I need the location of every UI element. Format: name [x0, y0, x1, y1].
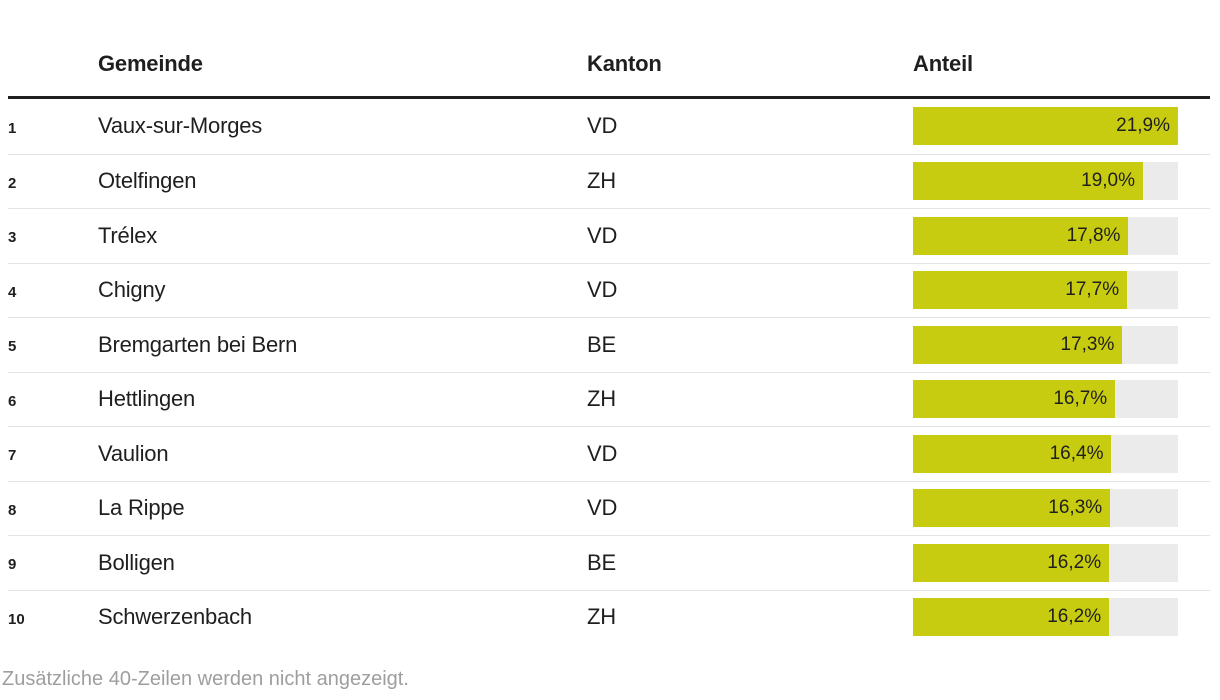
- table-row: 5 Bremgarten bei Bern BE 17,3%: [8, 317, 1210, 372]
- gemeinde-label: Hettlingen: [98, 386, 196, 412]
- anteil-bar-cell: 17,3%: [913, 325, 1210, 364]
- kanton-label: VD: [587, 440, 618, 466]
- anteil-bar-fill: 16,7%: [913, 380, 1116, 419]
- kanton-label: ZH: [587, 604, 616, 630]
- anteil-value-label: 21,9%: [1116, 115, 1170, 137]
- table-row: 2 Otelfingen ZH 19,0%: [8, 153, 1210, 209]
- gemeinde-label: Chigny: [98, 277, 166, 303]
- footnote: Zusätzliche 40-Zeilen werden nicht angez…: [2, 668, 409, 690]
- rank-label: 9: [8, 556, 17, 574]
- anteil-bar-cell: 16,2%: [913, 543, 1210, 582]
- kanton-label: VD: [587, 222, 618, 248]
- anteil-bar-cell: 19,0%: [913, 162, 1210, 201]
- anteil-value-label: 16,3%: [1048, 497, 1103, 519]
- anteil-bar-fill: 16,4%: [913, 434, 1112, 473]
- gemeinde-label: Vaulion: [98, 440, 169, 466]
- anteil-bar-fill: 17,7%: [913, 271, 1128, 310]
- anteil-bar-track: 16,2%: [913, 543, 1178, 582]
- rank-label: 8: [8, 501, 17, 519]
- anteil-bar-track: 19,0%: [913, 162, 1178, 201]
- anteil-value-label: 16,4%: [1049, 442, 1104, 464]
- table-row: 6 Hettlingen ZH 16,7%: [8, 371, 1210, 427]
- anteil-value-label: 17,8%: [1066, 224, 1121, 246]
- anteil-bar-fill: 16,2%: [913, 598, 1110, 637]
- table-row: 3 Trélex VD 17,8%: [8, 208, 1210, 263]
- anteil-bar-track: 17,7%: [913, 271, 1178, 310]
- kanton-label: ZH: [587, 386, 616, 412]
- anteil-bar-track: 16,3%: [913, 489, 1178, 528]
- anteil-value-label: 16,2%: [1047, 551, 1102, 573]
- kanton-label: BE: [587, 331, 616, 357]
- anteil-value-label: 17,7%: [1065, 279, 1120, 301]
- anteil-bar-fill: 16,3%: [913, 489, 1111, 528]
- anteil-bar-track: 17,8%: [913, 216, 1178, 255]
- kanton-column-header: Kanton: [587, 51, 662, 76]
- anteil-value-label: 19,0%: [1081, 170, 1136, 192]
- anteil-bar-fill: 21,9%: [913, 107, 1178, 146]
- anteil-bar-track: 21,9%: [913, 107, 1178, 146]
- gemeinde-label: Otelfingen: [98, 168, 197, 194]
- gemeinde-column-header: Gemeinde: [98, 51, 203, 76]
- table-row: 10 Schwerzenbach ZH 16,2%: [8, 589, 1210, 645]
- anteil-bar-cell: 17,7%: [913, 271, 1210, 310]
- rank-column-header: [8, 50, 98, 96]
- kanton-label: VD: [587, 495, 618, 521]
- rank-label: 6: [8, 392, 17, 410]
- anteil-bar-track: 17,3%: [913, 325, 1178, 364]
- rank-label: 4: [8, 283, 17, 301]
- anteil-bar-cell: 16,2%: [913, 598, 1210, 637]
- anteil-bar-cell: 16,4%: [913, 434, 1210, 473]
- anteil-value-label: 16,7%: [1053, 388, 1108, 410]
- gemeinde-label: Bolligen: [98, 549, 175, 575]
- anteil-value-label: 16,2%: [1047, 606, 1102, 628]
- anteil-bar-cell: 16,3%: [913, 489, 1210, 528]
- rank-label: 1: [8, 119, 17, 137]
- anteil-value-label: 17,3%: [1060, 333, 1115, 355]
- anteil-bar-fill: 17,3%: [913, 325, 1123, 364]
- kanton-label: VD: [587, 113, 618, 139]
- kanton-label: ZH: [587, 168, 616, 194]
- table-row: 1 Vaux-sur-Morges VD 21,9%: [8, 99, 1210, 154]
- table-row: 9 Bolligen BE 16,2%: [8, 535, 1210, 590]
- anteil-bar-track: 16,4%: [913, 434, 1178, 473]
- gemeinde-label: La Rippe: [98, 495, 185, 521]
- table-row: 4 Chigny VD 17,7%: [8, 262, 1210, 318]
- rank-label: 7: [8, 447, 17, 465]
- kanton-label: BE: [587, 549, 616, 575]
- gemeinde-label: Vaux-sur-Morges: [98, 113, 263, 139]
- anteil-bar-track: 16,7%: [913, 380, 1178, 419]
- table-header-row: Gemeinde Kanton Anteil: [8, 0, 1210, 99]
- anteil-bar-track: 16,2%: [913, 598, 1178, 637]
- anteil-column-header: Anteil: [913, 51, 973, 76]
- rank-label: 10: [8, 610, 25, 628]
- anteil-bar-fill: 16,2%: [913, 543, 1110, 582]
- anteil-bar-cell: 16,7%: [913, 380, 1210, 419]
- table-row: 7 Vaulion VD 16,4%: [8, 426, 1210, 481]
- anteil-bar-cell: 21,9%: [913, 107, 1210, 146]
- rank-label: 3: [8, 229, 17, 247]
- gemeinde-label: Bremgarten bei Bern: [98, 331, 298, 357]
- gemeinde-label: Schwerzenbach: [98, 604, 252, 630]
- anteil-bar-fill: 19,0%: [913, 162, 1144, 201]
- table-body: 1 Vaux-sur-Morges VD 21,9% 2 Otelfingen …: [8, 99, 1210, 644]
- rank-label: 2: [8, 174, 17, 192]
- rank-label: 5: [8, 338, 17, 356]
- table-row: 8 La Rippe VD 16,3%: [8, 480, 1210, 536]
- kanton-label: VD: [587, 277, 618, 303]
- anteil-bar-cell: 17,8%: [913, 216, 1210, 255]
- anteil-bar-fill: 17,8%: [913, 216, 1129, 255]
- gemeinde-label: Trélex: [98, 222, 158, 248]
